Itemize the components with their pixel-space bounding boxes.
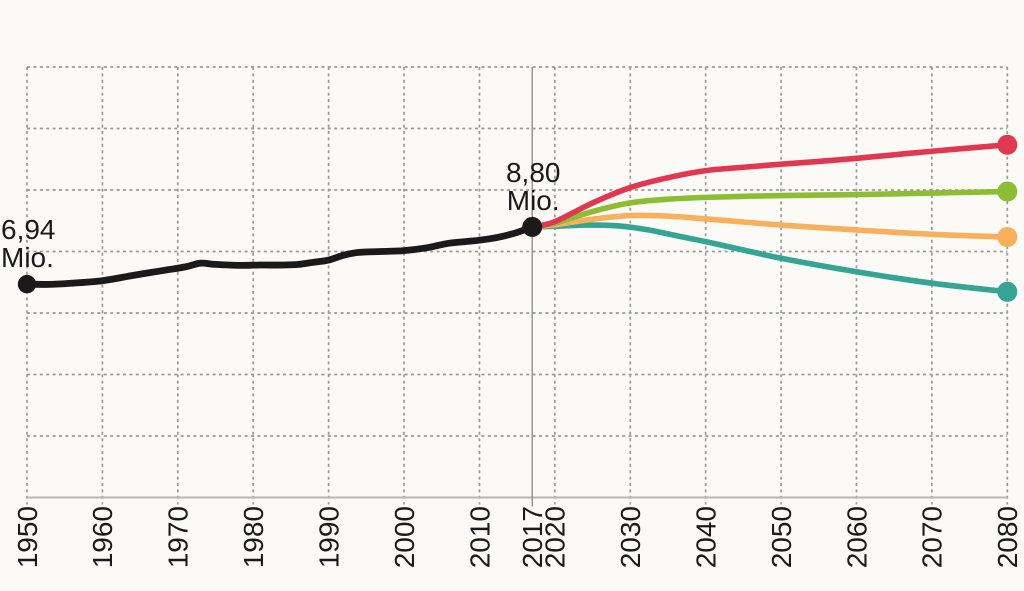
series-line-projection-orange [529,212,1011,240]
x-tick-label-2050: 2050 [766,506,797,568]
x-tick-label-2070: 2070 [917,506,948,568]
x-tick-label-1960: 1960 [87,506,118,568]
end-dot-projection-orange [997,227,1018,248]
value-annotation-1-line-0: 8,80 [506,157,561,188]
series-line-population-history [23,223,536,288]
value-annotation-0-line-1: Mio. [1,242,54,273]
x-tick-label-1970: 1970 [163,506,194,568]
x-tick-label-2040: 2040 [690,506,721,568]
x-tick-label-1980: 1980 [238,506,269,568]
end-dot-population-history [522,216,543,237]
x-tick-label-2017: 2017 [517,506,548,568]
x-tick-label-1950: 1950 [12,506,43,568]
end-dot-projection-teal [997,281,1018,302]
series-line-projection-green [529,188,1011,230]
start-dot-population-history [17,274,37,294]
x-tick-label-2060: 2060 [841,506,872,568]
end-dot-projection-green [997,181,1018,202]
value-annotation-0-line-0: 6,94 [1,214,56,245]
x-tick-label-2020: 2020 [540,506,571,568]
x-tick-label-1990: 1990 [313,506,344,568]
x-tick-label-2080: 2080 [992,506,1023,568]
end-dot-projection-red [997,134,1018,155]
x-tick-label-2030: 2030 [615,506,646,568]
x-tick-label-2000: 2000 [389,506,420,568]
series-line-projection-teal [529,222,1011,295]
series-line-projection-red [529,141,1011,230]
value-annotation-1-line-1: Mio. [507,185,560,216]
x-tick-label-2010: 2010 [464,506,495,568]
